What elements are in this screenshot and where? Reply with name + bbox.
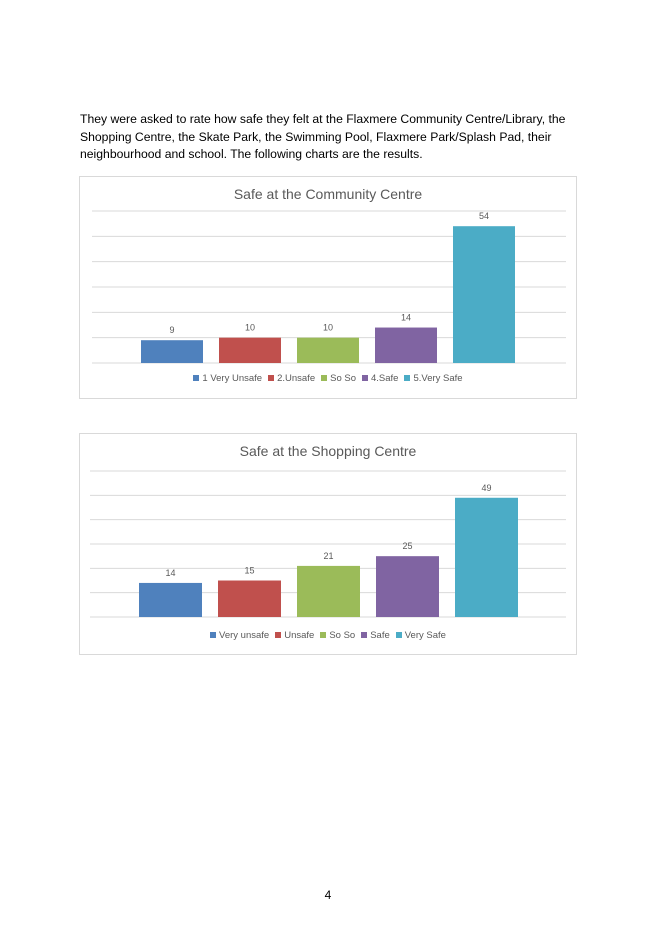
legend-swatch	[321, 375, 328, 381]
intro-paragraph: They were asked to rate how safe they fe…	[80, 112, 566, 161]
legend-swatch	[193, 375, 200, 381]
shopping-centre-chart: Safe at the Shopping Centre 14 15 21 25 49 V…	[79, 433, 577, 655]
legend-item: 4.Safe	[362, 373, 398, 384]
data-label: 54	[479, 211, 489, 221]
data-label: 14	[401, 313, 411, 323]
data-label: 21	[323, 551, 333, 561]
legend-label: Very unsafe	[219, 630, 270, 641]
legend-label: So So	[329, 630, 356, 641]
legend-item: 2.Unsafe	[268, 373, 315, 384]
chart-legend: 1 Very Unsafe 2.Unsafe So So 4.Safe 5.Very S…	[80, 373, 576, 384]
bar-4	[375, 327, 437, 363]
legend-swatch	[268, 375, 275, 381]
legend-item: So So	[321, 373, 356, 384]
page-number: 4	[324, 888, 332, 902]
legend-swatch	[404, 375, 411, 381]
data-label: 9	[169, 325, 174, 335]
chart-legend: Very unsafe Unsafe So So Safe Very Safe	[80, 630, 576, 641]
community-centre-chart: Safe at the Community Centre 9 10 10 14 54 1…	[79, 176, 577, 399]
legend-item: Very Safe	[395, 630, 446, 641]
bar-1	[139, 582, 202, 617]
bar-2	[218, 580, 281, 617]
legend-item: Very unsafe	[210, 630, 269, 641]
data-label: 49	[481, 483, 491, 493]
legend-item: Unsafe	[275, 630, 314, 641]
data-label: 14	[165, 568, 175, 578]
data-label: 10	[245, 323, 255, 333]
legend-label: 5.Very Safe	[413, 373, 463, 384]
legend-label: So So	[330, 373, 356, 384]
legend-swatch	[362, 375, 368, 381]
legend-swatch	[275, 632, 282, 638]
bar-5	[453, 226, 515, 363]
bar-1	[141, 340, 203, 363]
legend-item: 1 Very Unsafe	[193, 373, 262, 384]
data-label: 10	[323, 323, 333, 333]
bar-3	[297, 565, 360, 617]
legend-label: Very Safe	[404, 630, 446, 641]
legend-item: 5.Very Safe	[404, 373, 463, 384]
bar-2	[219, 337, 281, 363]
chart-plot-area: 14 15 21 25 49	[90, 470, 566, 618]
data-label: 15	[244, 566, 254, 576]
chart-title: Safe at the Community Centre	[233, 186, 423, 202]
legend-swatch	[395, 632, 402, 638]
chart-title: Safe at the Shopping Centre	[239, 443, 417, 459]
chart-plot-area: 9 10 10 14 54	[92, 210, 566, 364]
legend-label: Unsafe	[284, 630, 315, 641]
bar-5	[455, 497, 518, 617]
legend-item: So So	[320, 630, 355, 641]
bar-3	[297, 337, 359, 363]
legend-item: Safe	[361, 630, 390, 641]
legend-label: Safe	[370, 630, 390, 641]
legend-swatch	[210, 632, 217, 638]
bar-4	[376, 556, 439, 617]
legend-label: 4.Safe	[371, 373, 399, 384]
legend-swatch	[361, 632, 368, 638]
legend-swatch	[320, 632, 327, 638]
data-label: 25	[402, 541, 412, 551]
legend-label: 2.Unsafe	[277, 373, 316, 384]
legend-label: 1 Very Unsafe	[202, 373, 263, 384]
